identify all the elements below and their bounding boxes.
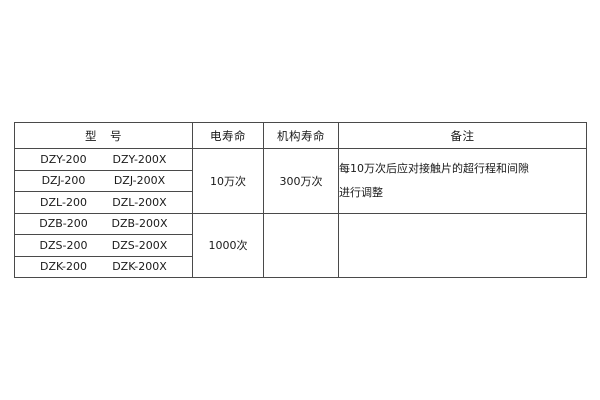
cell-electrical-life: 1000次 [192,212,264,278]
table-row: DZB-200 DZB-200X 1000次 [14,212,587,278]
model-code-variant: DZB-200X [111,217,168,231]
table-row: DZK-200 DZK-200X [14,255,587,278]
cell-model: DZB-200 DZB-200X [14,212,193,235]
column-header-model: 型号 [14,122,193,149]
model-code-primary: DZJ-200 [41,174,86,188]
relay-life-spec-table: 型号 电寿命 机构寿命 备注 DZY-200 DZY-200X 10万次 300万… [14,122,587,278]
model-code-variant: DZL-200X [112,195,167,209]
cell-remark: 每10万次后应对接触片的超行程和间隙 进行调整 [338,148,587,214]
cell-model: DZY-200 DZY-200X [14,148,193,171]
cell-electrical-life: 10万次 [192,148,264,214]
cell-model: DZS-200 DZS-200X [14,234,193,257]
table-row: DZL-200 DZL-200X [14,191,587,214]
model-code-primary: DZK-200 [39,260,88,274]
table-row: DZS-200 DZS-200X [14,234,587,257]
model-code-variant: DZK-200X [112,260,167,274]
column-header-model-part-2: 号 [110,128,122,143]
table-body: DZY-200 DZY-200X 10万次 300万次 每10万次后应对接触片的超… [14,148,587,278]
model-code-primary: DZB-200 [39,217,88,231]
table-header-row: 型号 电寿命 机构寿命 备注 [14,122,587,149]
model-code-primary: DZY-200 [40,152,87,166]
cell-model: DZL-200 DZL-200X [14,191,193,214]
model-code-primary: DZS-200 [39,238,88,252]
table-row: DZY-200 DZY-200X 10万次 300万次 每10万次后应对接触片的超… [14,148,587,214]
cell-mechanical-life: 300万次 [263,148,339,214]
cell-mechanical-life [263,212,339,278]
table-header: 型号 电寿命 机构寿命 备注 [14,122,587,149]
model-code-variant: DZY-200X [112,152,167,166]
remark-line-1: 每10万次后应对接触片的超行程和间隙 [339,161,529,175]
model-code-variant: DZJ-200X [113,174,166,188]
remark-line-2: 进行调整 [339,185,383,199]
column-header-model-part-1: 型 [85,128,97,143]
column-header-electrical-life: 电寿命 [192,122,264,149]
cell-model: DZK-200 DZK-200X [14,255,193,278]
cell-remark [338,212,587,278]
table-row: DZJ-200 DZJ-200X [14,169,587,192]
column-header-remark: 备注 [338,122,587,149]
model-code-variant: DZS-200X [111,238,168,252]
cell-model: DZJ-200 DZJ-200X [14,169,193,192]
column-header-mechanical-life: 机构寿命 [263,122,339,149]
model-code-primary: DZL-200 [40,195,87,209]
